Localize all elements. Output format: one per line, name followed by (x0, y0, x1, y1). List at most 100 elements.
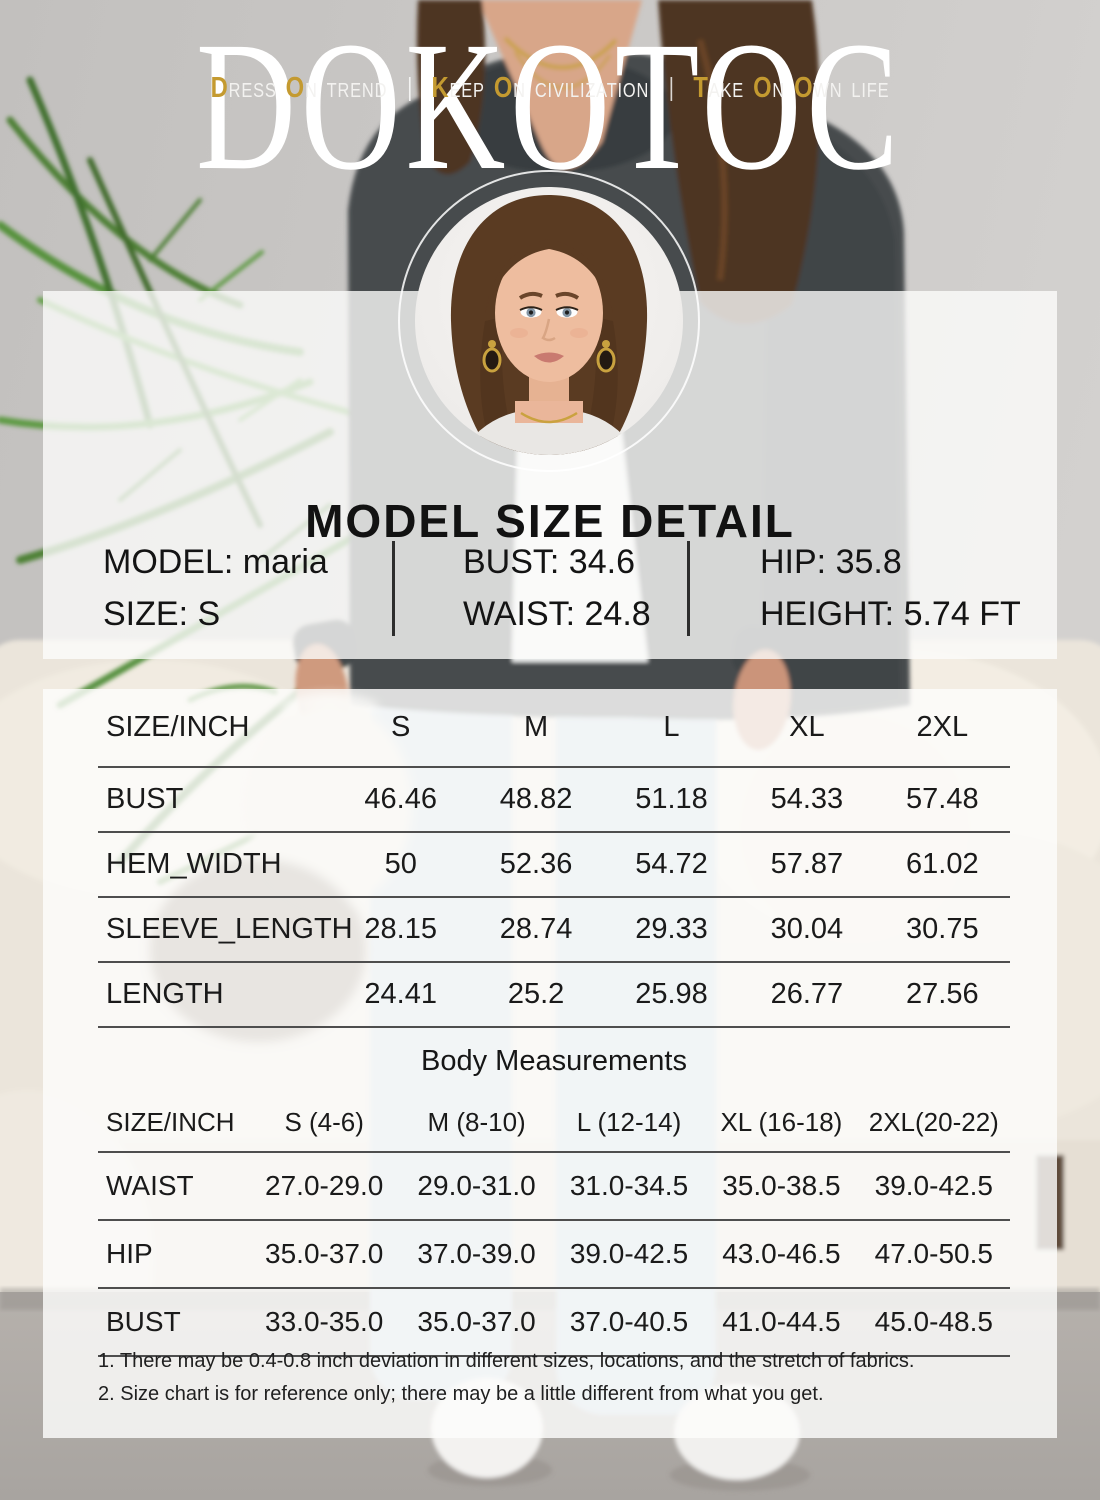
brand-tagline: KEEP ON CIVILIZATION (432, 72, 650, 105)
cell-value: 39.0-42.5 (569, 1238, 689, 1269)
portrait-face (495, 244, 603, 382)
cell-value: 35.0-37.0 (265, 1238, 384, 1269)
tagline-word: ON (285, 72, 318, 104)
cell-value: 35.0-37.0 (417, 1306, 536, 1337)
table-row: WAIST 27.0-29.0 29.0-31.0 31.0-34.5 35.0-38.… (98, 1153, 1010, 1221)
size-chart-panel: SIZE/INCH S M L XL 2XL BUST 46.46 48.82 51.18 54.3… (43, 689, 1057, 1438)
portrait-ring (398, 170, 700, 472)
model-portrait (389, 161, 709, 481)
cell-value: 47.0-50.5 (874, 1238, 993, 1269)
cell-value: 54.72 (635, 848, 708, 880)
cell-value: 61.02 (906, 848, 979, 880)
model-size-detail-title: MODEL SIZE DETAIL (305, 494, 795, 547)
model-info-divider (687, 541, 690, 636)
cell-value: 25.98 (635, 978, 708, 1010)
tagline-word: ON (753, 72, 786, 104)
gold-initial: O (493, 72, 514, 104)
model-info-item: SIZE: S (103, 595, 221, 633)
cell-value: 52.36 (499, 848, 573, 880)
cell-value: 51.18 (635, 783, 708, 815)
gold-initial: K (431, 72, 450, 104)
brand-tagline: DRESS ON TREND (211, 72, 388, 105)
table-row: HEM_WIDTH 50 52.36 54.72 57.87 61.02 (98, 833, 1010, 898)
garment-size-table: SIZE/INCH S M L XL 2XL BUST 46.46 48.82 51.18 54.3… (98, 689, 1010, 1028)
table-column-header: XL (16-18) (720, 1107, 843, 1137)
table-column-header: L (12-14) (576, 1107, 682, 1137)
gold-initial: O (794, 72, 814, 104)
row-label: HIP (106, 1238, 153, 1269)
cell-value: 46.46 (364, 783, 437, 815)
footnote: 1. There may be 0.4-0.8 inch deviation i… (98, 1350, 915, 1372)
cell-value: 24.41 (364, 978, 437, 1010)
brand-logo-text: DOKOTOC (196, 4, 904, 209)
cell-value: 25.2 (507, 978, 565, 1010)
table-column-header: S (4-6) (284, 1107, 364, 1137)
model-info: MODEL: maria SIZE: S BUST: 34.6 WAIST: 24.8… (103, 541, 1037, 636)
row-label: HEM_WIDTH (106, 848, 282, 880)
cell-value: 45.0-48.5 (874, 1306, 993, 1337)
cell-value: 50 (384, 848, 417, 880)
cell-value: 43.0-46.5 (722, 1238, 841, 1269)
cell-value: 37.0-40.5 (569, 1306, 689, 1337)
portrait-necklace (520, 411, 578, 424)
model-info-column: BUST: 34.6 WAIST: 24.8 (395, 543, 687, 634)
model-info-column: HIP: 35.8 HEIGHT: 5.74 FT (690, 543, 1037, 634)
chest (478, 0, 642, 169)
table-unit-header: SIZE/INCH (106, 1107, 235, 1137)
table-unit-header: SIZE/INCH (106, 711, 250, 743)
cell-value: 26.77 (770, 978, 844, 1010)
tagline-word: TAKE (693, 72, 745, 104)
cell-value: 28.74 (499, 913, 573, 945)
model-size-detail-panel: MODEL SIZE DETAIL MODEL: maria SIZE: S BUS… (43, 291, 1057, 659)
gold-initial: T (693, 72, 709, 104)
tagline-word: LIFE (851, 80, 890, 102)
cell-value: 54.33 (770, 783, 844, 815)
gold-initial: D (210, 72, 229, 104)
model-info-item: HIP: 35.8 (760, 543, 902, 581)
footnotes: 1. There may be 0.4-0.8 inch deviation i… (98, 1345, 1027, 1411)
brand-logo: DOKOTOC (0, 14, 1100, 199)
table-row: BUST 46.46 48.82 51.18 54.33 57.48 (98, 768, 1010, 833)
portrait-top (447, 411, 651, 455)
tagline-word: OWN (794, 72, 843, 104)
row-label: BUST (106, 783, 184, 815)
cell-value: 27.0-29.0 (265, 1170, 384, 1201)
cell-value: 57.87 (770, 848, 844, 880)
table-column-header: S (391, 711, 411, 743)
cell-value: 30.04 (770, 913, 844, 945)
table-row: BUST 33.0-35.0 35.0-37.0 37.0-40.5 41.0-44.5… (98, 1289, 1010, 1357)
model-info-item: WAIST: 24.8 (463, 595, 651, 633)
gold-initial: O (285, 72, 305, 104)
tagline-separator (670, 76, 673, 101)
necklace (503, 36, 618, 70)
model-info-item: MODEL: maria (103, 543, 328, 581)
cell-value: 48.82 (499, 783, 573, 815)
brand-taglines: DRESS ON TREND KEEP ON CIVILIZATION TAKE ON OWN L… (99, 72, 1001, 105)
brand-tagline: TAKE ON OWN LIFE (693, 72, 889, 105)
table-column-header: M (8-10) (427, 1107, 526, 1137)
table-row: LENGTH 24.41 25.2 25.98 26.77 27.56 (98, 963, 1010, 1028)
row-label: SLEEVE_LENGTH (106, 913, 353, 945)
tagline-word: KEEP (431, 72, 485, 104)
portrait-lips (534, 352, 564, 363)
row-label: BUST (106, 1306, 181, 1337)
table-row: SLEEVE_LENGTH 28.15 28.74 29.33 30.04 30.75 (98, 898, 1010, 963)
table-column-header: M (524, 711, 549, 743)
cell-value: 29.0-31.0 (417, 1170, 536, 1201)
model-info-item: HEIGHT: 5.74 FT (760, 595, 1021, 633)
cell-value: 35.0-38.5 (722, 1170, 841, 1201)
model-info-item: BUST: 34.6 (463, 543, 635, 581)
table-column-header: XL (789, 711, 825, 743)
cell-value: 57.48 (906, 783, 979, 815)
cell-value: 41.0-44.5 (722, 1306, 841, 1337)
cell-value: 31.0-34.5 (569, 1170, 689, 1201)
table-header-row: SIZE/INCH S (4-6) M (8-10) L (12-14) XL (16-… (98, 1094, 1010, 1153)
tagline-word: CIVILIZATION (534, 80, 650, 102)
body-measurements-title: Body Measurements (421, 1044, 687, 1077)
hair (658, 0, 820, 325)
portrait-earrings (482, 340, 616, 373)
cell-value: 30.75 (906, 913, 979, 945)
tagline-separator (408, 76, 411, 101)
model-info-divider (392, 541, 395, 636)
